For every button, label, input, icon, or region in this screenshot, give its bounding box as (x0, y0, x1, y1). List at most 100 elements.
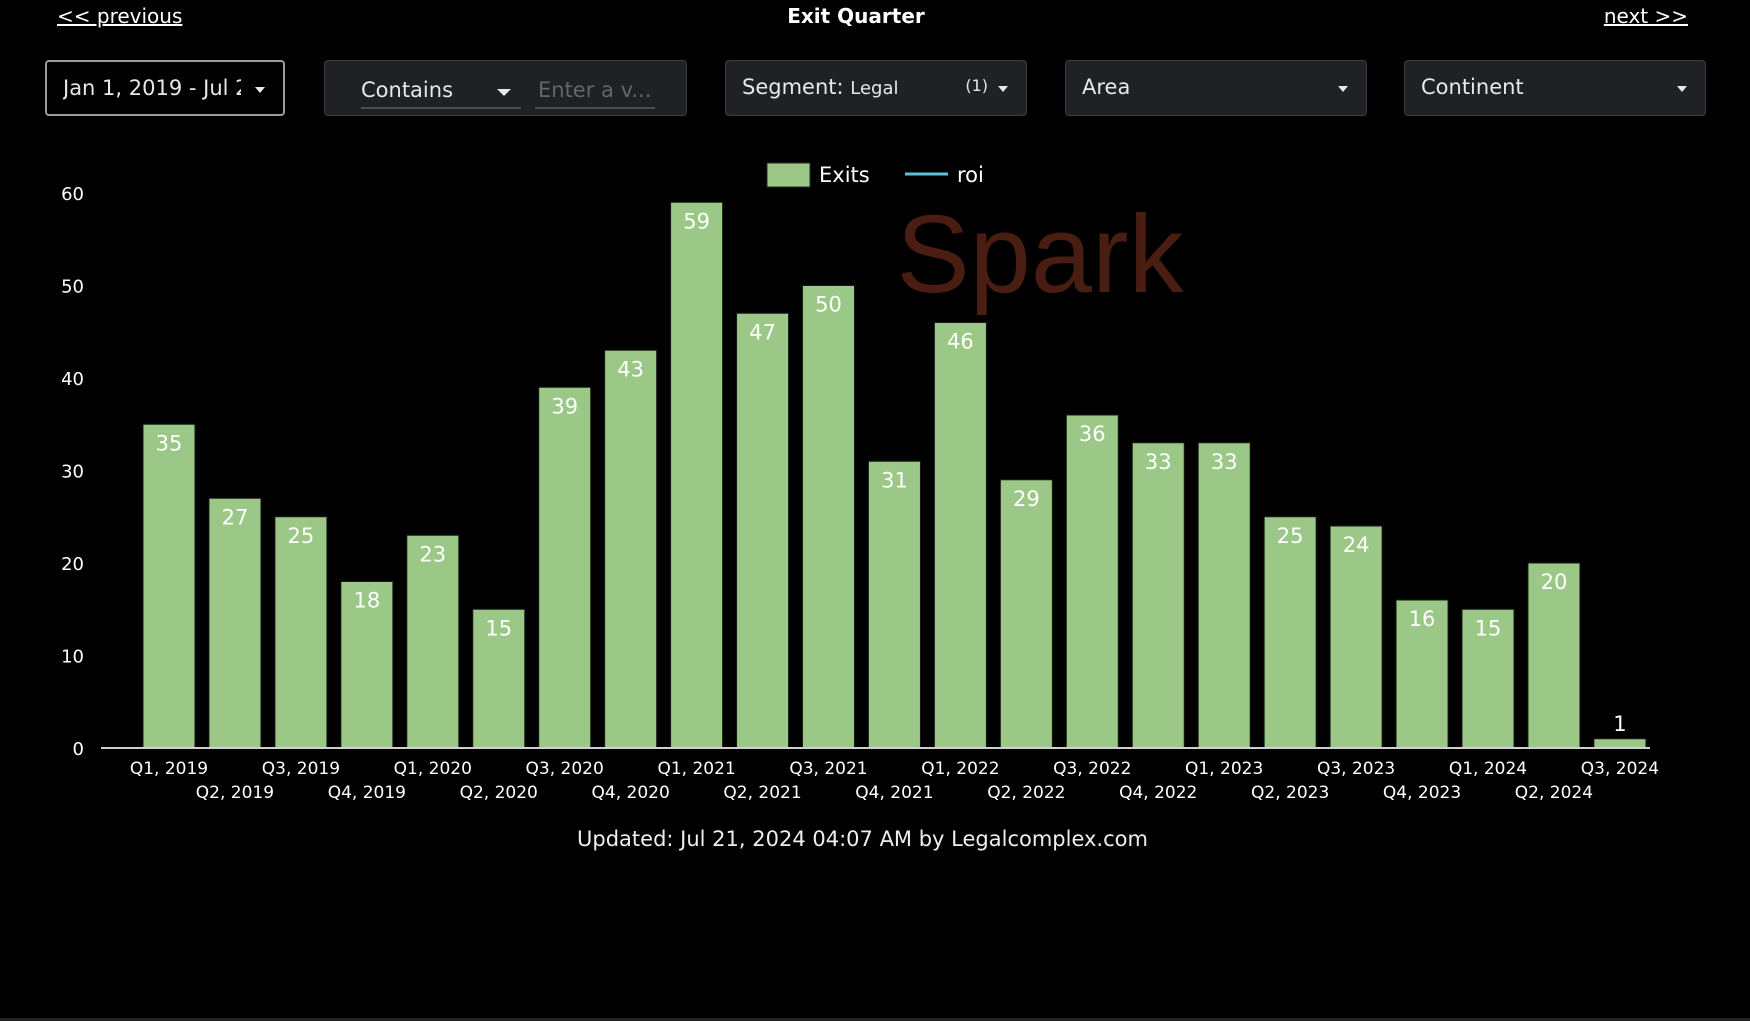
bar (1263, 516, 1317, 749)
bar-value-label: 23 (419, 542, 446, 566)
bar-series-exits: 35 27 25 18 23 15 39 43 59 47 50 31 46 29 36 33 33 25 24 16… (142, 201, 1647, 749)
x-tick-label: Q1, 2024 (1449, 759, 1527, 779)
bar (802, 285, 855, 749)
segment-label: Segment: (742, 75, 844, 99)
x-tick-label: Q1, 2020 (394, 759, 472, 779)
x-tick-label: Q3, 2022 (1053, 759, 1131, 779)
date-range-value: Jan 1, 2019 - Jul 21, 2024 (63, 76, 241, 100)
bottom-divider (0, 1018, 1750, 1021)
bar-value-label: 20 (1541, 570, 1568, 594)
chart-legend: Exits roi (766, 162, 984, 188)
bar (736, 312, 790, 749)
x-tick-label: Q3, 2019 (262, 759, 340, 779)
continent-filter-label: Continent (1421, 75, 1524, 99)
bar-value-label: 1 (1613, 712, 1626, 736)
bar-value-label: 46 (947, 330, 974, 354)
page-title: Exit Quarter (787, 4, 925, 28)
bar (1131, 442, 1185, 749)
x-tick-label: Q2, 2019 (196, 783, 274, 803)
segment-count-badge: (1) (965, 76, 988, 95)
bar (406, 534, 460, 749)
bar (999, 479, 1053, 749)
bar (1329, 525, 1383, 749)
bar (1593, 738, 1647, 749)
bar-value-label: 16 (1409, 607, 1436, 631)
bar-value-label: 18 (353, 589, 380, 613)
y-tick-label: 20 (61, 554, 84, 575)
chevron-down-icon (497, 89, 511, 96)
segment-filter-label: Segment: Legal (742, 75, 899, 99)
area-filter-label: Area (1082, 75, 1131, 99)
text-filter: Contains Enter a v... (324, 60, 687, 116)
x-tick-label: Q3, 2020 (526, 759, 604, 779)
chevron-down-icon (998, 86, 1008, 92)
x-tick-label: Q3, 2024 (1581, 759, 1659, 779)
bar-value-label: 36 (1079, 422, 1106, 446)
bar-value-label: 31 (881, 468, 908, 492)
chevron-down-icon (1677, 86, 1687, 92)
segment-filter[interactable]: Segment: Legal (1) (725, 60, 1027, 116)
next-link[interactable]: next >> (1603, 4, 1688, 28)
exit-quarter-chart: Spark Exits roi 0 10 20 30 40 50 60 35 27 25 18 23… (61, 162, 1659, 803)
bar-value-label: 24 (1343, 533, 1370, 557)
x-tick-label: Q4, 2021 (855, 783, 933, 803)
chevron-down-icon (1338, 86, 1348, 92)
x-tick-label: Q4, 2019 (328, 783, 406, 803)
bar (1197, 442, 1251, 749)
x-tick-label: Q2, 2024 (1515, 783, 1593, 803)
date-range-picker[interactable]: Jan 1, 2019 - Jul 21, 2024 (45, 60, 285, 116)
previous-link[interactable]: << previous (57, 4, 183, 28)
bar (472, 608, 526, 749)
bar (538, 386, 592, 749)
x-tick-label: Q4, 2020 (592, 783, 670, 803)
bar-value-label: 27 (222, 505, 249, 529)
y-tick-label: 30 (61, 462, 84, 483)
y-tick-label: 60 (61, 184, 84, 205)
bar-value-label: 50 (815, 293, 842, 317)
x-tick-label: Q1, 2019 (130, 759, 208, 779)
x-tick-label: Q2, 2020 (460, 783, 538, 803)
updated-footer: Updated: Jul 21, 2024 04:07 AM by Legalc… (577, 827, 1148, 851)
legend-swatch-exits (766, 162, 811, 188)
legend-label-roi: roi (957, 163, 984, 187)
y-tick-label: 40 (61, 369, 84, 390)
bar-value-label: 29 (1013, 487, 1040, 511)
bar (604, 349, 658, 749)
x-tick-label: Q4, 2023 (1383, 783, 1461, 803)
bar-value-label: 33 (1211, 450, 1238, 474)
filter-operator-value: Contains (361, 78, 454, 102)
bar-value-label: 35 (156, 431, 183, 455)
chevron-down-icon (255, 87, 265, 93)
bar-value-label: 47 (749, 320, 776, 344)
bar-value-label: 25 (288, 524, 315, 548)
bar (670, 201, 724, 749)
continent-filter[interactable]: Continent (1404, 60, 1706, 116)
x-tick-label: Q1, 2021 (657, 759, 735, 779)
watermark-logo: Spark (896, 193, 1184, 316)
legend-label-exits: Exits (819, 163, 870, 187)
bar-value-label: 59 (683, 209, 710, 233)
bar (933, 322, 987, 749)
segment-value: Legal (850, 78, 899, 99)
filter-value-placeholder: Enter a v... (538, 78, 652, 102)
y-axis: 0 10 20 30 40 50 60 (61, 184, 84, 760)
filter-operator-select[interactable]: Contains (361, 69, 521, 109)
bar (867, 460, 921, 749)
bar-value-label: 15 (485, 616, 512, 640)
bar-value-label: 25 (1277, 524, 1304, 548)
bar (208, 497, 262, 749)
bar (274, 516, 328, 749)
bar-value-label: 43 (617, 357, 644, 381)
x-tick-label: Q1, 2023 (1185, 759, 1263, 779)
x-tick-label: Q2, 2021 (723, 783, 801, 803)
x-tick-label: Q2, 2023 (1251, 783, 1329, 803)
x-tick-label: Q4, 2022 (1119, 783, 1197, 803)
x-tick-label: Q2, 2022 (987, 783, 1065, 803)
bar-value-label: 39 (551, 394, 578, 418)
filter-value-input[interactable]: Enter a v... (535, 69, 655, 109)
area-filter[interactable]: Area (1065, 60, 1367, 116)
x-tick-label: Q1, 2022 (921, 759, 999, 779)
bar (1065, 414, 1119, 749)
x-tick-label: Q3, 2021 (789, 759, 867, 779)
bar (340, 581, 394, 749)
